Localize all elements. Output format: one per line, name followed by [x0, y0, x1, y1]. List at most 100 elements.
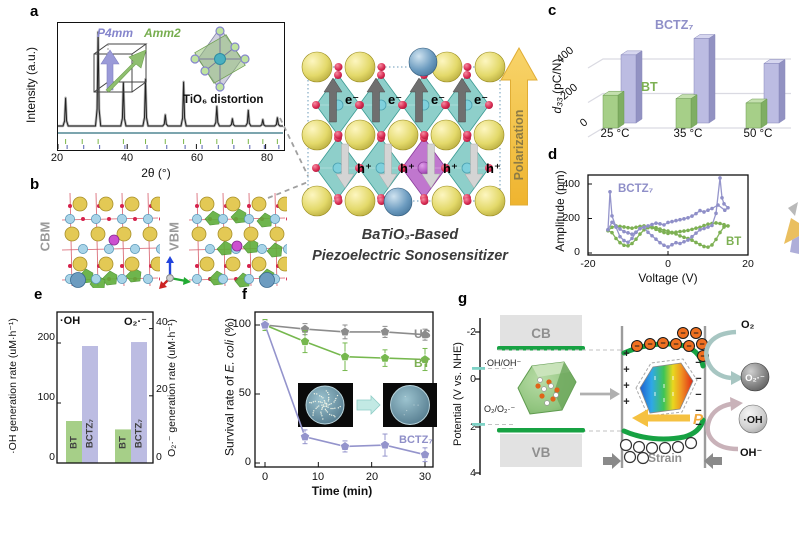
- d-xtick-n20: -20: [580, 258, 596, 270]
- phase-amm2-label: Amm2: [144, 26, 181, 40]
- d33-bar-chart: [587, 34, 791, 138]
- svg-text:−: −: [680, 328, 685, 338]
- c-cat-25: 25 °C: [600, 128, 630, 140]
- ti-atom: [214, 53, 226, 65]
- e-ltick-0: 0: [49, 451, 55, 463]
- svg-text:−: −: [695, 405, 701, 417]
- f-xtick-10: 10: [311, 471, 325, 483]
- svg-text:h⁺: h⁺: [486, 161, 501, 176]
- press-arrow-right: [704, 453, 722, 469]
- panel-b-label: b: [30, 176, 40, 193]
- e-rtick-0: 0: [156, 451, 162, 463]
- svg-text:−: −: [660, 338, 665, 348]
- c-bt-label: BT: [641, 80, 658, 94]
- cbm-structure-image: [60, 188, 160, 288]
- e-ltick-100: 100: [37, 391, 55, 403]
- cb-box: [500, 315, 582, 348]
- f-ytick-50: 50: [238, 387, 251, 399]
- band-diagram: CB ·OH/OH⁻ O₂/O₂·⁻ VB − − − − −− −−− ++++−−: [472, 315, 770, 475]
- svg-text:−: −: [634, 341, 639, 351]
- cut-off-graphic: [784, 202, 799, 254]
- cbm-tag: CBM: [37, 221, 53, 252]
- surface-charges: + + + + − − − − −: [623, 348, 701, 431]
- e-bar2-label: BCTZ₇: [84, 418, 96, 449]
- caption-line1: BaTiO₃-Based: [361, 227, 459, 243]
- svg-text:−: −: [700, 351, 705, 361]
- f-bt-label: BT: [414, 356, 430, 370]
- axes-icon: [159, 256, 191, 289]
- svg-text:−: −: [695, 419, 701, 431]
- f-bctz-label: BCTZ₇: [399, 434, 433, 446]
- svg-text:−: −: [695, 373, 701, 385]
- d-ytick-0: 0: [574, 246, 580, 258]
- e-rtick-20: 20: [156, 383, 168, 395]
- hydroxide-text: OH⁻: [740, 447, 763, 459]
- cb-edge-line: [497, 346, 585, 351]
- panel-g-label: g: [458, 290, 468, 307]
- zoom-connector-lines: [267, 117, 309, 199]
- svg-text:e⁻: e⁻: [474, 92, 488, 107]
- e-left-ylabel: ·OH generation rate (uM·h⁻¹): [7, 318, 19, 454]
- a-xtick-80: 80: [260, 152, 274, 164]
- ligand-atoms: [190, 26, 250, 92]
- vb-edge-line: [497, 428, 585, 433]
- oh-radical-text: ·OH: [743, 414, 762, 426]
- survival-chart: [254, 311, 437, 468]
- svg-text:h⁺: h⁺: [400, 161, 415, 176]
- strained-crystal: [635, 358, 698, 417]
- e-bar3-label: BT: [117, 436, 129, 449]
- tio6-octahedron-inset: [190, 26, 250, 92]
- g-ytick-4: 4: [470, 467, 476, 479]
- unit-cell-inset: [93, 43, 148, 93]
- f-xtick-20: 20: [365, 471, 379, 483]
- polarization-arrow: Polarization: [500, 46, 538, 206]
- e-bar4-label: BCTZ₇: [133, 418, 145, 449]
- press-arrow-left: [603, 453, 621, 469]
- svg-text:−: −: [699, 339, 704, 349]
- superoxide-ball: [740, 362, 770, 392]
- c-cat-50: 50 °C: [743, 128, 773, 140]
- ros-bar-chart: [56, 311, 154, 464]
- green-crystal: [517, 361, 577, 415]
- svg-text:−: −: [673, 339, 678, 349]
- svg-text:e⁻: e⁻: [431, 92, 445, 107]
- d-ytick-200: 200: [562, 212, 580, 224]
- vb-box: [500, 434, 582, 467]
- polarization-text: Polarization: [512, 110, 526, 181]
- holes: [619, 436, 698, 465]
- g-ytick-n2: -2: [466, 326, 476, 338]
- svg-text:+: +: [623, 380, 629, 392]
- d-xtick-20: 20: [742, 258, 754, 270]
- f-us-label: US: [414, 327, 431, 341]
- superoxide-text: O₂·⁻: [745, 373, 765, 384]
- piezo-crystal-illustration: e⁻ e⁻ e⁻ e⁻ h⁺ h⁺ h⁺ h⁺ Polarization: [301, 46, 538, 217]
- oh-oxidation-arrow: [705, 401, 739, 452]
- a-xlabel: 2θ (°): [141, 166, 171, 180]
- svg-text:e⁻: e⁻: [388, 92, 402, 107]
- f-xlabel: Time (min): [311, 484, 373, 498]
- g-ytick-0: 0: [470, 373, 476, 385]
- e-ltick-200: 200: [37, 331, 55, 343]
- xrd-chart: [58, 30, 283, 149]
- svg-text:−: −: [693, 328, 698, 338]
- svg-text:+: +: [623, 396, 629, 408]
- svg-text:−: −: [647, 339, 652, 349]
- panel-a-label: a: [30, 3, 39, 20]
- polarization-p-arrow: P: [632, 409, 704, 428]
- e-rtick-40: 40: [156, 316, 168, 328]
- butterfly-loop-chart: [587, 174, 749, 256]
- bottom-band-curve: [621, 417, 706, 442]
- a-xtick-60: 60: [190, 152, 204, 164]
- transfer-arrow: [580, 388, 620, 400]
- f-xtick-0: 0: [261, 471, 269, 483]
- oh-level-label: ·OH/OH⁻: [484, 358, 521, 368]
- a-xtick-40: 40: [120, 152, 134, 164]
- g-ytick-2: 2: [470, 421, 476, 433]
- vbm-tag: VBM: [166, 222, 182, 251]
- svg-text:h⁺: h⁺: [357, 161, 372, 176]
- lattice-atoms: [301, 47, 506, 217]
- o2-reduction-arrow: [704, 329, 737, 381]
- cb-text: CB: [531, 326, 551, 341]
- o2-level-tick: [472, 423, 485, 426]
